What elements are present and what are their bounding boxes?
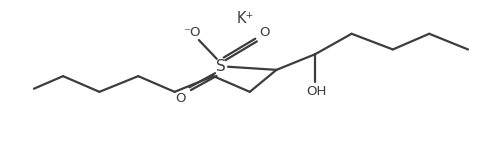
Text: K⁺: K⁺ [236, 11, 253, 26]
Text: OH: OH [305, 85, 326, 98]
Text: O: O [258, 26, 269, 39]
Text: ⁻O: ⁻O [182, 26, 200, 39]
Text: S: S [215, 59, 225, 74]
Text: O: O [175, 92, 185, 105]
